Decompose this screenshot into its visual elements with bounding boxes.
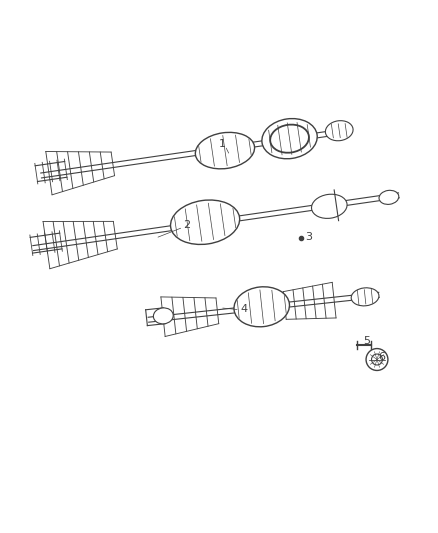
Ellipse shape xyxy=(153,308,173,324)
Ellipse shape xyxy=(311,194,347,219)
Text: 1: 1 xyxy=(219,139,226,149)
Text: 6: 6 xyxy=(378,352,385,361)
Text: 2: 2 xyxy=(183,220,190,230)
Text: 3: 3 xyxy=(305,232,312,242)
Text: 4: 4 xyxy=(240,304,247,314)
Circle shape xyxy=(371,354,382,365)
Text: 5: 5 xyxy=(364,336,371,345)
Ellipse shape xyxy=(234,287,290,327)
Ellipse shape xyxy=(351,288,379,306)
Ellipse shape xyxy=(262,118,317,159)
Circle shape xyxy=(366,349,388,370)
Ellipse shape xyxy=(270,125,309,153)
Ellipse shape xyxy=(325,120,353,141)
Ellipse shape xyxy=(379,190,399,204)
Ellipse shape xyxy=(170,200,240,245)
Ellipse shape xyxy=(195,132,254,169)
